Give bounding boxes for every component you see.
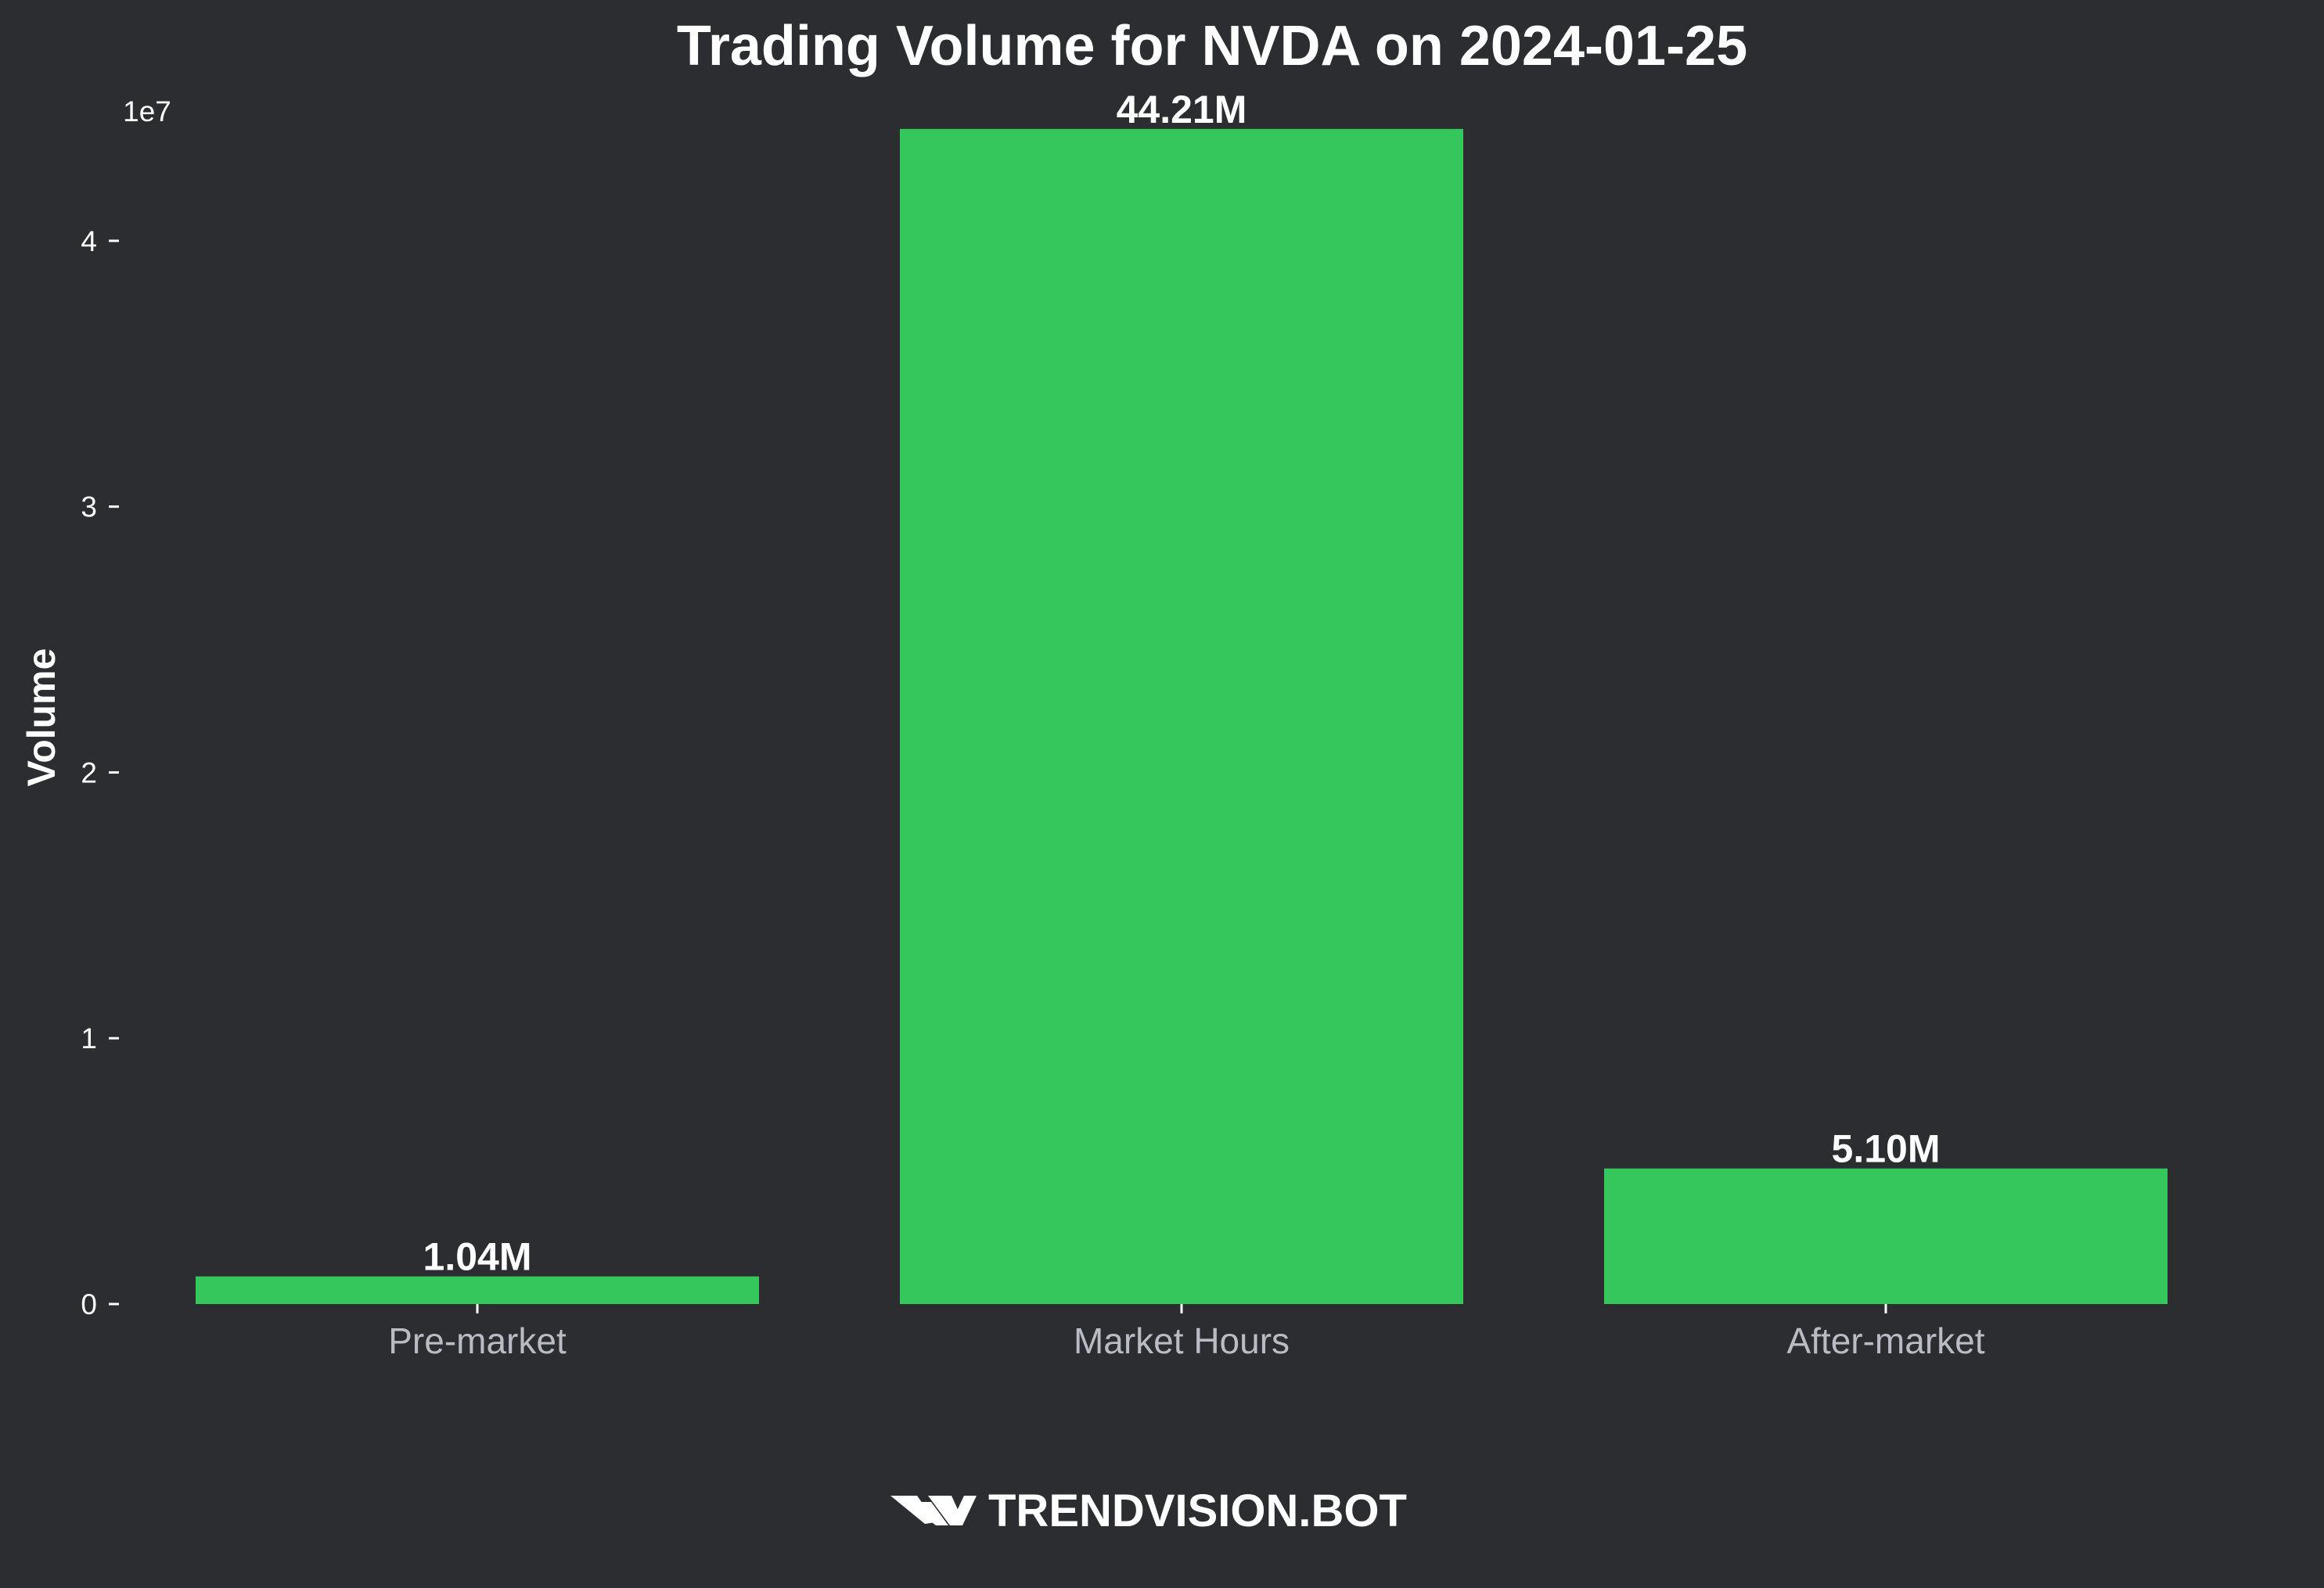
y-tick-label: 3	[81, 491, 97, 523]
bars	[196, 128, 2168, 1304]
y-axis-ticks: 0 1 2 3 4	[81, 225, 119, 1320]
x-tick-label: Pre-market	[388, 1320, 567, 1361]
bar	[196, 1276, 759, 1304]
x-axis-ticks: Pre-market Market Hours After-market	[388, 1304, 1985, 1361]
chart-title: Trading Volume for NVDA on 2024-01-25	[677, 15, 1747, 77]
y-tick-label: 4	[81, 225, 97, 257]
y-tick-label: 2	[81, 756, 97, 789]
bar	[1604, 1168, 2168, 1304]
bar-value-label: 5.10M	[1832, 1127, 1941, 1171]
brand-name: TRENDVISION.BOT	[988, 1486, 1407, 1536]
y-axis-offset-label: 1e7	[123, 95, 171, 128]
data-labels: 1.04M 44.21M 5.10M	[423, 88, 1941, 1279]
trendvision-logo-icon	[890, 1496, 977, 1525]
y-tick-label: 0	[81, 1288, 97, 1320]
bar-value-label: 1.04M	[423, 1235, 532, 1279]
bar-value-label: 44.21M	[1117, 88, 1247, 131]
bar	[900, 128, 1463, 1304]
x-tick-label: After-market	[1786, 1320, 1984, 1361]
y-tick-label: 1	[81, 1022, 97, 1054]
x-tick-label: Market Hours	[1074, 1320, 1290, 1361]
brand-watermark: TRENDVISION.BOT	[890, 1486, 1407, 1536]
y-axis-label: Volume	[20, 648, 63, 787]
